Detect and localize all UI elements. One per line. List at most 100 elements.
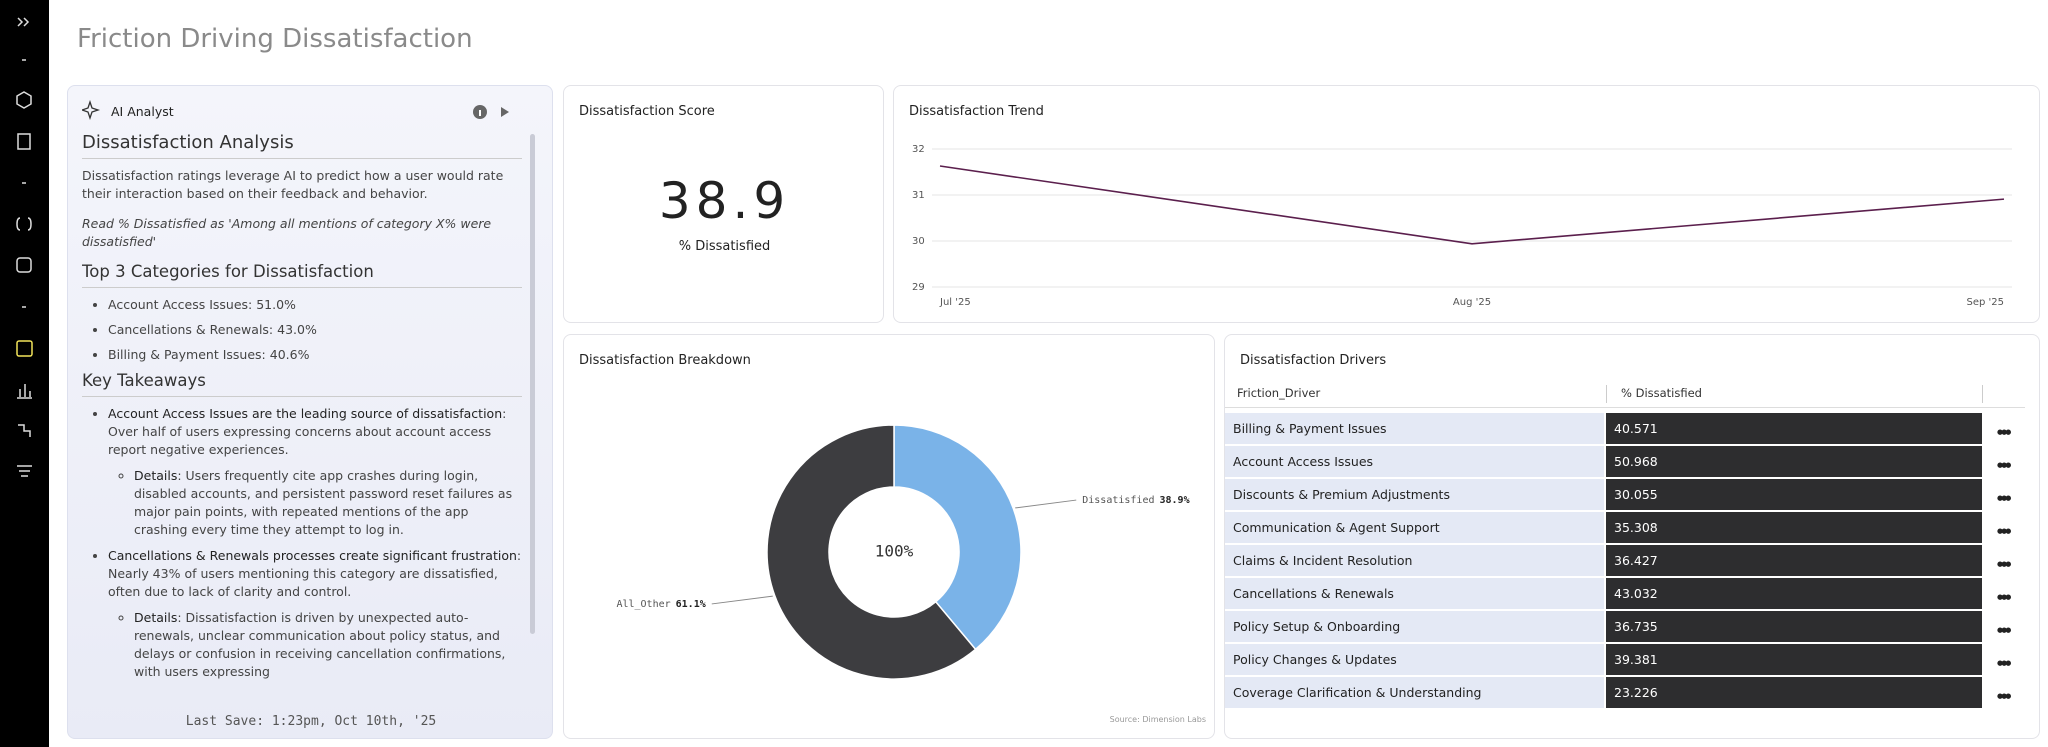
- score-label: % Dissatisfied: [678, 239, 771, 254]
- flow-icon[interactable]: [18, 424, 31, 437]
- y-tick-label: 32: [912, 144, 925, 155]
- breakdown-card: Dissatisfaction Breakdown Dissatisfied 38…: [563, 334, 1215, 739]
- sidebar: [0, 0, 49, 747]
- column-header: Friction_Driver: [1237, 386, 1321, 400]
- trend-card: Dissatisfaction Trend 29 30 31 32 Jul '25 Aug…: [893, 85, 2040, 323]
- trend-chart: 29 30 31 32 Jul '25 Aug '25 Sep '25: [912, 144, 2012, 308]
- card-title: Dissatisfaction Drivers: [1240, 353, 1387, 368]
- drivers-table: Friction_Driver % Dissatisfied Billing & P…: [1225, 335, 2039, 738]
- takeaway-bold: Cancellations & Renewals processes creat…: [108, 548, 517, 563]
- driver-value: 23.226: [1606, 677, 1982, 708]
- expand-icon[interactable]: [17, 17, 30, 27]
- section-heading: Key Takeaways: [82, 372, 522, 397]
- takeaways-list: Account Access Issues are the leading so…: [82, 405, 522, 681]
- row-menu[interactable]: ●●●: [1997, 461, 2011, 469]
- driver-value: 39.381: [1606, 644, 1982, 675]
- slice-label: Dissatisfied 38.9%: [1082, 495, 1189, 506]
- ai-analyst-panel: AI Analyst Dissatisfaction Analysis Diss…: [67, 85, 553, 739]
- driver-name: Billing & Payment Issues: [1225, 413, 1604, 444]
- sparkle-icon: [82, 100, 101, 120]
- col-divider: [1606, 385, 1607, 403]
- detail-bold: Details: [134, 468, 178, 483]
- top-item: Account Access Issues: 51.0%: [108, 296, 522, 314]
- detail-list: Details: Users frequently cite app crash…: [108, 467, 522, 539]
- slice-label: All_Other 61.1%: [616, 599, 705, 610]
- driver-name: Discounts & Premium Adjustments: [1225, 479, 1604, 510]
- x-tick-label: Aug '25: [1453, 297, 1491, 308]
- cube-icon[interactable]: [16, 91, 32, 109]
- x-tick-label: Sep '25: [1967, 297, 2005, 308]
- pie-chart: Dissatisfied 38.9% All_Other 61.1% 100%: [616, 424, 1190, 680]
- takeaway: Cancellations & Renewals processes creat…: [108, 547, 522, 681]
- source: Source: Dimension Labs: [1109, 715, 1206, 724]
- driver-name: Policy Changes & Updates: [1225, 644, 1604, 675]
- takeaway-text: : Nearly 43% of users mentioning this ca…: [108, 548, 522, 599]
- y-tick-label: 29: [912, 282, 925, 293]
- score-card: Dissatisfaction Score 38.9 % Dissatisfie…: [563, 85, 884, 323]
- top-item: Billing & Payment Issues: 40.6%: [108, 346, 522, 364]
- header-rule: [1225, 407, 2025, 408]
- driver-name: Account Access Issues: [1225, 446, 1604, 477]
- trend-line: [939, 165, 2005, 245]
- sidebar-icons: [16, 17, 33, 477]
- driver-name: Coverage Clarification & Understanding: [1225, 677, 1604, 708]
- chart-icon[interactable]: [17, 384, 32, 399]
- slice-value: 61.1%: [676, 599, 706, 610]
- takeaway-bold: Account Access Issues are the leading so…: [108, 406, 503, 421]
- page-title: Friction Driving Dissatisfaction: [77, 24, 473, 54]
- pie-slice: [766, 424, 977, 680]
- driver-name: Policy Setup & Onboarding: [1225, 611, 1604, 642]
- slice-name: All_Other: [616, 599, 670, 610]
- driver-value: 30.055: [1606, 479, 1982, 510]
- row-menu[interactable]: ●●●: [1997, 659, 2011, 667]
- row-menu[interactable]: ●●●: [1997, 527, 2011, 535]
- pie-slice: [893, 424, 1022, 651]
- row-menu[interactable]: ●●●: [1997, 692, 2011, 700]
- code-icon[interactable]: [16, 217, 32, 231]
- driver-name: Claims & Incident Resolution: [1225, 545, 1604, 576]
- analysis-content: Dissatisfaction Analysis Dissatisfaction…: [82, 130, 522, 690]
- row-menu[interactable]: ●●●: [1997, 626, 2011, 634]
- scrollbar[interactable]: [530, 134, 535, 634]
- row-menu[interactable]: ●●●: [1997, 428, 2011, 436]
- driver-value: 43.032: [1606, 578, 1982, 609]
- panel-label: AI Analyst: [111, 104, 174, 119]
- driver-name: Cancellations & Renewals: [1225, 578, 1604, 609]
- detail-bold: Details: [134, 610, 178, 625]
- column-header: % Dissatisfied: [1621, 386, 1702, 400]
- layers-icon[interactable]: [17, 465, 32, 477]
- driver-name: Communication & Agent Support: [1225, 512, 1604, 543]
- top-list: Account Access Issues: 51.0% Cancellation…: [82, 296, 522, 364]
- detail-list: Details: Dissatisfaction is driven by un…: [108, 609, 522, 681]
- table-icon[interactable]: [16, 340, 33, 357]
- slice-name: Dissatisfied: [1082, 495, 1154, 506]
- row-menu[interactable]: ●●●: [1997, 494, 2011, 502]
- x-tick-label: Jul '25: [939, 297, 971, 308]
- takeaway: Account Access Issues are the leading so…: [108, 405, 522, 539]
- image-icon[interactable]: [16, 257, 32, 273]
- row-menu[interactable]: ●●●: [1997, 560, 2011, 568]
- col-divider: [1982, 385, 1983, 403]
- top-item: Cancellations & Renewals: 43.0%: [108, 321, 522, 339]
- drivers-card: Dissatisfaction Drivers Friction_Driver%…: [1224, 334, 2040, 739]
- doc-icon[interactable]: [17, 133, 31, 150]
- y-tick-label: 30: [912, 236, 925, 247]
- detail: Details: Dissatisfaction is driven by un…: [134, 609, 522, 681]
- analysis-heading: Dissatisfaction Analysis: [82, 134, 522, 159]
- detail-text: : Users frequently cite app crashes duri…: [134, 468, 513, 537]
- detail: Details: Users frequently cite app crash…: [134, 467, 522, 539]
- leader-line: [1015, 499, 1077, 509]
- section-heading: Top 3 Categories for Dissatisfaction: [82, 263, 522, 288]
- detail-text: : Dissatisfaction is driven by unexpecte…: [134, 610, 506, 679]
- card-title: Dissatisfaction Trend: [909, 104, 1044, 119]
- driver-value: 36.735: [1606, 611, 1982, 642]
- center-label: 100%: [875, 542, 914, 561]
- takeaway-text: : Over half of users expressing concerns…: [108, 406, 507, 457]
- play-button[interactable]: [501, 107, 509, 117]
- note: Read % Dissatisfied as 'Among all mentio…: [82, 216, 492, 249]
- card-title: Dissatisfaction Score: [579, 104, 715, 119]
- leader-line: [711, 595, 773, 605]
- row-menu[interactable]: ●●●: [1997, 593, 2011, 601]
- intro: Dissatisfaction ratings leverage AI to p…: [82, 168, 504, 201]
